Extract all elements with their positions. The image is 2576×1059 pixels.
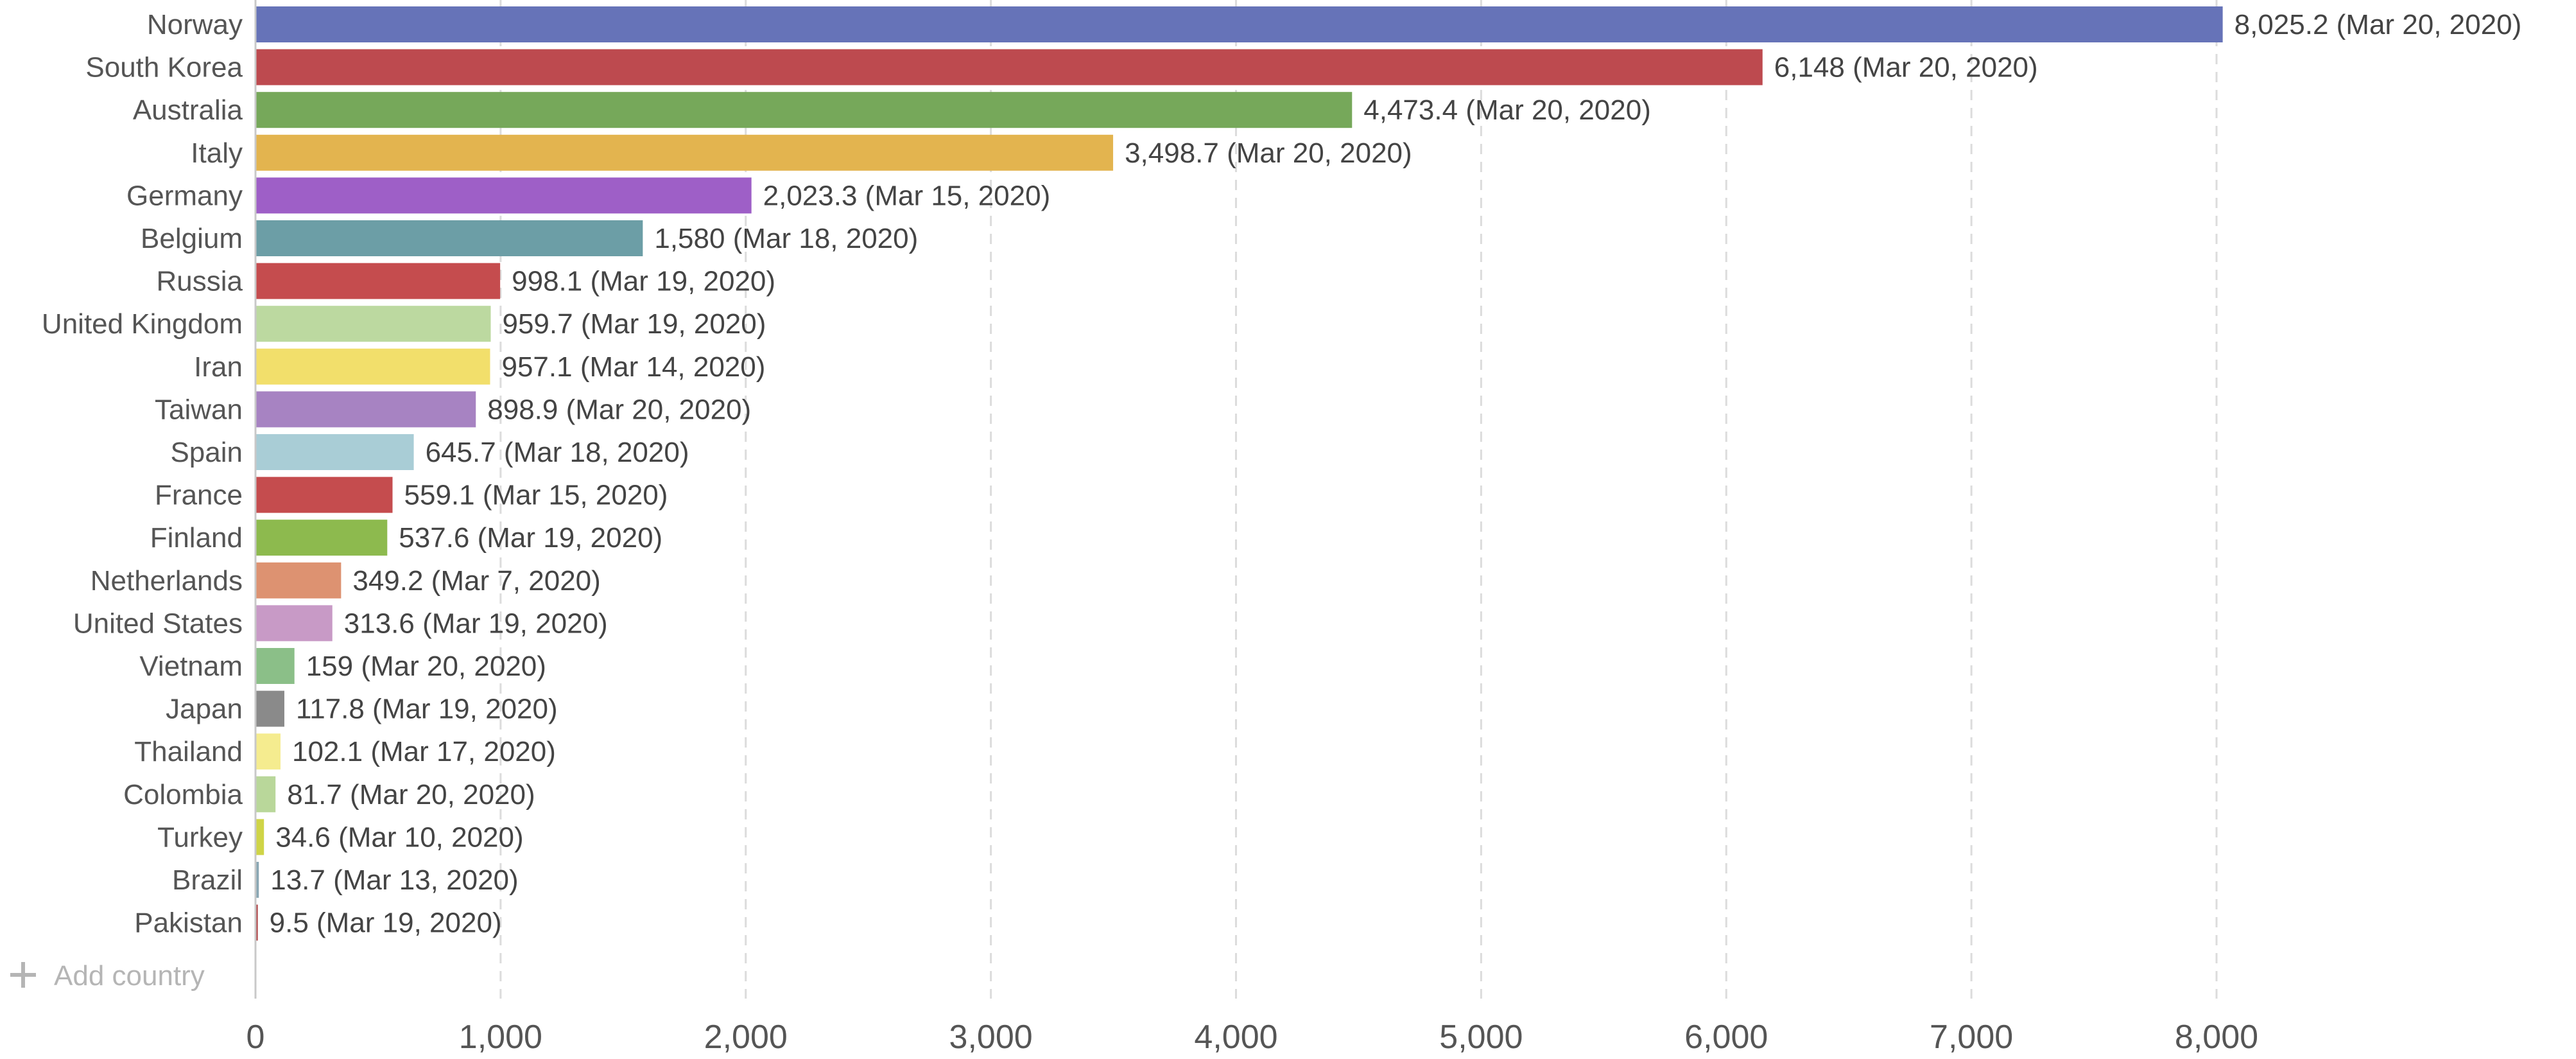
labels: Norway 8,025.2 (Mar 20, 2020) South Korea 6… <box>42 9 2521 939</box>
bars <box>255 6 2223 941</box>
bar[interactable] <box>255 477 393 513</box>
value-label: 645.7 (Mar 18, 2020) <box>426 437 689 468</box>
bar[interactable] <box>255 690 284 727</box>
value-label: 898.9 (Mar 20, 2020) <box>487 394 751 425</box>
x-tick-label: 6,000 <box>1684 1019 1768 1056</box>
category-label: Vietnam <box>139 651 243 682</box>
category-label: Pakistan <box>134 907 243 939</box>
value-label: 102.1 (Mar 17, 2020) <box>292 736 556 767</box>
bar[interactable] <box>255 177 752 214</box>
bar[interactable] <box>255 605 333 642</box>
value-label: 2,023.3 (Mar 15, 2020) <box>763 180 1051 211</box>
bar[interactable] <box>255 776 276 812</box>
bar[interactable] <box>255 733 281 770</box>
plus-icon <box>10 962 36 988</box>
x-tick-label: 1,000 <box>459 1019 542 1056</box>
value-label: 1,580 (Mar 18, 2020) <box>654 223 918 254</box>
x-tick-label: 0 <box>246 1019 265 1056</box>
bar[interactable] <box>255 391 476 428</box>
category-label: Germany <box>126 180 243 211</box>
value-label: 537.6 (Mar 19, 2020) <box>399 522 662 554</box>
value-label: 34.6 (Mar 10, 2020) <box>275 821 523 853</box>
category-label: United Kingdom <box>42 308 243 340</box>
x-tick-label: 3,000 <box>949 1019 1033 1056</box>
category-label: United States <box>73 608 243 639</box>
bar[interactable] <box>255 862 259 898</box>
bar[interactable] <box>255 6 2223 42</box>
x-axis: 0 1,000 2,000 3,000 4,000 5,000 6,000 7,000 8,00… <box>246 0 2258 1056</box>
bar[interactable] <box>255 220 643 256</box>
value-label: 13.7 (Mar 13, 2020) <box>270 864 518 896</box>
category-label: Russia <box>157 266 243 297</box>
category-label: Brazil <box>172 864 243 896</box>
add-country-button[interactable]: Add country <box>10 960 205 992</box>
category-label: France <box>155 480 243 511</box>
value-label: 8,025.2 (Mar 20, 2020) <box>2235 9 2522 40</box>
category-label: Turkey <box>157 821 243 853</box>
x-tick-label: 4,000 <box>1194 1019 1277 1056</box>
bar[interactable] <box>255 434 414 470</box>
bar[interactable] <box>255 520 388 556</box>
category-label: Norway <box>147 9 243 40</box>
bar[interactable] <box>255 306 491 342</box>
bar[interactable] <box>255 648 295 684</box>
category-label: Thailand <box>134 736 243 767</box>
category-label: Spain <box>170 437 243 468</box>
value-label: 313.6 (Mar 19, 2020) <box>344 608 608 639</box>
x-tick-label: 8,000 <box>2175 1019 2258 1056</box>
bar[interactable] <box>255 92 1353 128</box>
value-label: 3,498.7 (Mar 20, 2020) <box>1125 137 1412 169</box>
category-label: Netherlands <box>91 565 243 597</box>
bar[interactable] <box>255 904 258 941</box>
value-label: 81.7 (Mar 20, 2020) <box>287 779 535 810</box>
x-tick-label: 5,000 <box>1439 1019 1523 1056</box>
value-label: 559.1 (Mar 15, 2020) <box>404 480 668 511</box>
category-label: Belgium <box>141 223 243 254</box>
value-label: 957.1 (Mar 14, 2020) <box>501 351 765 383</box>
category-label: Japan <box>166 694 243 725</box>
value-label: 6,148 (Mar 20, 2020) <box>1774 52 2038 83</box>
value-label: 159 (Mar 20, 2020) <box>306 651 546 682</box>
category-label: Iran <box>194 351 243 383</box>
bar[interactable] <box>255 263 501 299</box>
value-label: 349.2 (Mar 7, 2020) <box>352 565 600 597</box>
add-country-label: Add country <box>54 960 205 992</box>
bar[interactable] <box>255 348 490 385</box>
category-label: Finland <box>150 522 243 554</box>
bar[interactable] <box>255 819 264 855</box>
x-tick-label: 7,000 <box>1930 1019 2013 1056</box>
bar[interactable] <box>255 49 1763 85</box>
bar[interactable] <box>255 134 1114 171</box>
value-label: 998.1 (Mar 19, 2020) <box>512 266 775 297</box>
category-label: Taiwan <box>155 394 243 425</box>
value-label: 9.5 (Mar 19, 2020) <box>270 907 502 939</box>
category-label: Italy <box>191 137 243 169</box>
category-label: Australia <box>133 94 243 126</box>
x-tick-label: 2,000 <box>704 1019 788 1056</box>
category-label: Colombia <box>123 779 243 810</box>
value-label: 117.8 (Mar 19, 2020) <box>296 694 558 725</box>
value-label: 4,473.4 (Mar 20, 2020) <box>1363 94 1651 126</box>
value-label: 959.7 (Mar 19, 2020) <box>502 308 766 340</box>
category-label: South Korea <box>85 52 243 83</box>
bar[interactable] <box>255 562 341 599</box>
